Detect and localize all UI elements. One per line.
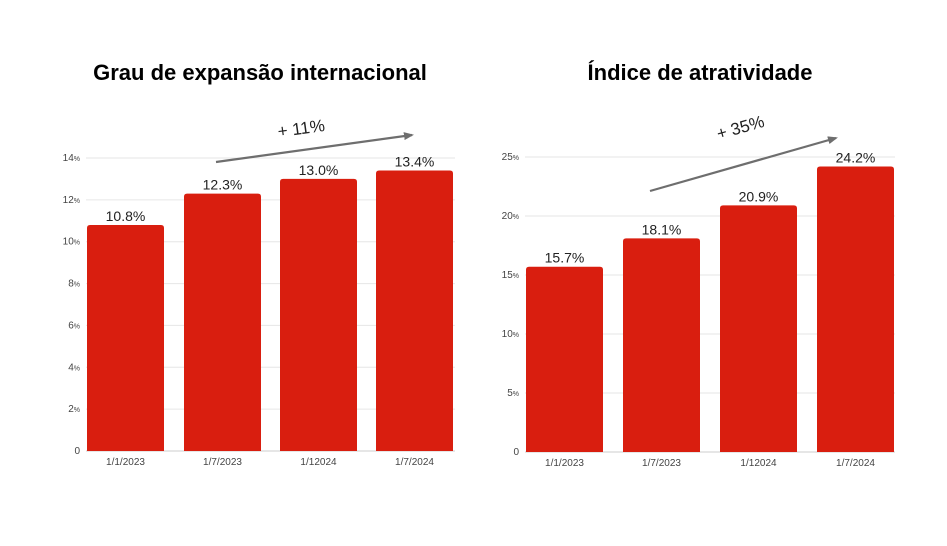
- y-tick-label: 6%: [68, 320, 80, 331]
- y-tick-label: 14%: [63, 153, 80, 164]
- x-tick-label: 1/7/2023: [642, 458, 681, 469]
- x-tick-label: 1/7/2024: [836, 458, 875, 469]
- growth-annotation: + 11%: [276, 116, 326, 141]
- x-tick-label: 1/1/2023: [106, 457, 145, 468]
- y-tick-label: 20%: [502, 211, 519, 222]
- chart-title-attractiveness: Índice de atratividade: [587, 60, 813, 85]
- y-tick-label: 8%: [68, 279, 80, 290]
- growth-annotation: + 35%: [714, 112, 766, 144]
- x-tick-label: 1/7/2024: [395, 457, 434, 468]
- data-label: 15.7%: [545, 250, 585, 266]
- bar: [184, 193, 261, 452]
- x-tick-label: 1/1/2023: [545, 458, 584, 469]
- bar: [526, 266, 603, 452]
- x-tick-label: 1/12024: [300, 457, 337, 468]
- bar: [280, 178, 357, 451]
- growth-arrow: [215, 132, 414, 164]
- chart-attractiveness: 0 5% 10% 15% 20% 25% 15.7% 1/1/2023 18.1% 1/7/202…: [502, 112, 895, 469]
- data-label: 24.2%: [836, 149, 876, 165]
- data-label: 10.8%: [106, 208, 146, 224]
- data-label: 13.4%: [395, 154, 435, 170]
- data-label: 12.3%: [203, 177, 243, 193]
- y-tick-label: 2%: [68, 404, 80, 415]
- y-tick-label: 4%: [68, 362, 80, 373]
- y-tick-label: 25%: [502, 152, 519, 163]
- data-label: 18.1%: [642, 221, 682, 237]
- x-tick-label: 1/12024: [740, 458, 777, 469]
- chart-expansion: 0 2% 4% 6% 8% 10% 12% 14% 10.8% 1/1/2023 12.3% 1/7/…: [63, 116, 455, 468]
- chart-title-expansion: Grau de expansão internacional: [93, 60, 427, 85]
- bar: [720, 205, 797, 452]
- bar: [376, 170, 453, 452]
- y-tick-label: 10%: [502, 329, 519, 340]
- bar: [817, 166, 894, 452]
- y-tick-label: 0: [74, 446, 80, 457]
- bar: [87, 224, 164, 451]
- y-tick-label: 15%: [502, 270, 519, 281]
- y-tick-label: 12%: [63, 195, 80, 206]
- y-tick-label: 10%: [63, 237, 80, 248]
- x-tick-label: 1/7/2023: [203, 457, 242, 468]
- data-label: 13.0%: [299, 162, 339, 178]
- y-tick-label: 0: [513, 447, 519, 458]
- growth-arrow: [649, 136, 838, 193]
- bar: [623, 238, 700, 452]
- y-tick-label: 5%: [507, 388, 519, 399]
- data-label: 20.9%: [739, 188, 779, 204]
